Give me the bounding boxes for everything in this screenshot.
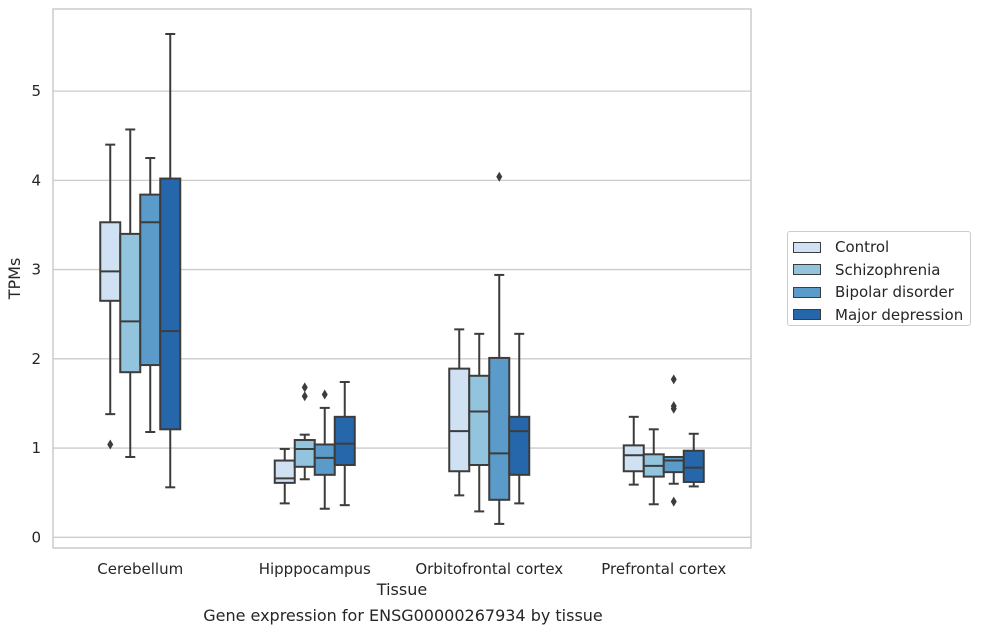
box	[622, 444, 645, 473]
box	[119, 232, 142, 374]
y-axis-label: TPMs	[5, 258, 24, 301]
legend-item-schizophrenia: Schizophrenia	[793, 259, 970, 282]
outlier-point	[670, 496, 677, 507]
legend-label: Schizophrenia	[835, 260, 941, 279]
box-control	[99, 143, 122, 450]
y-tick-label: 2	[31, 350, 41, 368]
outlier-point	[496, 171, 503, 182]
box-schizophrenia	[293, 382, 316, 481]
legend-swatch	[793, 286, 821, 298]
box-control	[448, 328, 471, 497]
legend: Control Schizophrenia Bipolar disorder M…	[787, 231, 971, 326]
y-tick-label: 4	[31, 171, 41, 189]
box-major-depression	[333, 381, 356, 507]
box-schizophrenia	[468, 332, 491, 513]
legend-item-control: Control	[793, 236, 970, 259]
box	[488, 356, 511, 501]
y-tick-label: 0	[31, 528, 41, 546]
legend-item-major-depression: Major depression	[793, 304, 970, 327]
outlier-point	[321, 389, 328, 400]
chart-caption: Gene expression for ENSG00000267934 by t…	[203, 606, 603, 625]
y-tick-labels: 0 1 2 3 4 5	[31, 82, 41, 546]
legend-item-bipolar-disorder: Bipolar disorder	[793, 281, 970, 304]
box-major-depression	[508, 332, 531, 505]
box	[682, 449, 705, 483]
outlier-point	[301, 391, 308, 402]
legend-swatch	[793, 309, 821, 321]
legend-swatch	[793, 241, 821, 253]
box-control	[622, 415, 645, 486]
box	[293, 439, 316, 468]
y-tick-label: 3	[31, 261, 41, 279]
plot-frame	[52, 8, 752, 549]
box	[448, 367, 471, 473]
x-axis-label: Tissue	[376, 580, 427, 599]
x-tick-label: Cerebellum	[97, 560, 183, 578]
x-tick-labels: Cerebellum Hipppocampus Orbitofrontal cort…	[97, 560, 726, 578]
box	[508, 415, 531, 476]
box	[468, 374, 491, 467]
x-tick-label: Prefrontal cortex	[601, 560, 726, 578]
legend-label: Bipolar disorder	[835, 283, 954, 302]
box-bipolar-disorder	[313, 389, 336, 510]
box	[662, 455, 685, 474]
y-tick-label: 5	[31, 82, 41, 100]
legend-swatch	[793, 264, 821, 276]
box	[139, 193, 162, 367]
box	[273, 459, 296, 484]
x-tick-label: Orbitofrontal cortex	[415, 560, 563, 578]
box	[313, 443, 336, 476]
box-bipolar-disorder	[488, 171, 511, 525]
box-major-depression	[682, 432, 705, 488]
legend-label: Major depression	[835, 305, 964, 324]
box-schizophrenia	[642, 428, 665, 506]
box-control	[273, 447, 296, 505]
box-bipolar-disorder	[139, 157, 162, 433]
box-schizophrenia	[119, 128, 142, 458]
box	[99, 221, 122, 302]
outlier-point	[301, 382, 308, 393]
box	[333, 415, 356, 467]
box-bipolar-disorder	[662, 374, 685, 507]
outlier-point	[670, 401, 677, 412]
box-major-depression	[159, 32, 182, 489]
y-tick-label: 1	[31, 439, 41, 457]
box	[159, 177, 182, 431]
box-groups	[99, 32, 705, 525]
outlier-point	[107, 439, 114, 450]
legend-label: Control	[835, 238, 890, 257]
x-tick-label: Hipppocampus	[259, 560, 371, 578]
outlier-point	[670, 374, 677, 385]
